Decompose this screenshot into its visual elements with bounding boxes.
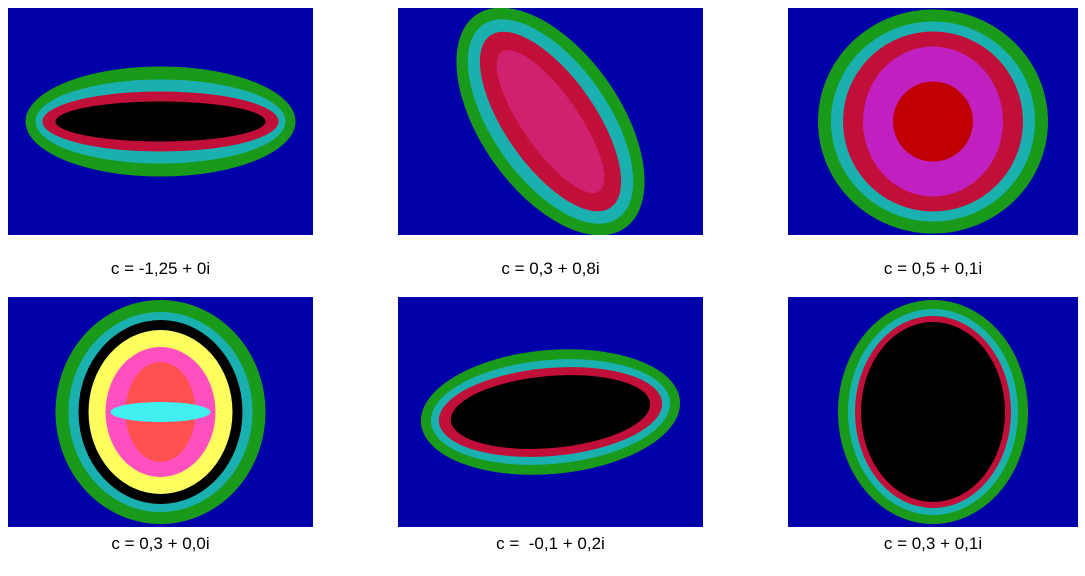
caption: c = 0,3 + 0,1i — [788, 534, 1078, 554]
page: {"figures": [ {"caption": "c = -1,25 + 0… — [0, 0, 1085, 576]
fractal-image — [398, 8, 703, 235]
fractal-image — [398, 297, 703, 527]
fractal-region — [56, 102, 266, 142]
fractal-image — [788, 297, 1078, 527]
fractal-region — [893, 82, 973, 162]
fractal-image — [8, 8, 313, 235]
caption: c = 0,3 + 0,8i — [398, 259, 703, 279]
caption: c = 0,3 + 0,0i — [8, 534, 313, 554]
caption: c = -0,1 + 0,2i — [398, 534, 703, 554]
fractal-image — [788, 8, 1078, 235]
caption: c = 0,5 + 0,1i — [788, 259, 1078, 279]
caption: c = -1,25 + 0i — [8, 259, 313, 279]
fractal-region — [861, 322, 1005, 502]
fractal-image — [8, 297, 313, 527]
fractal-region — [111, 402, 211, 422]
